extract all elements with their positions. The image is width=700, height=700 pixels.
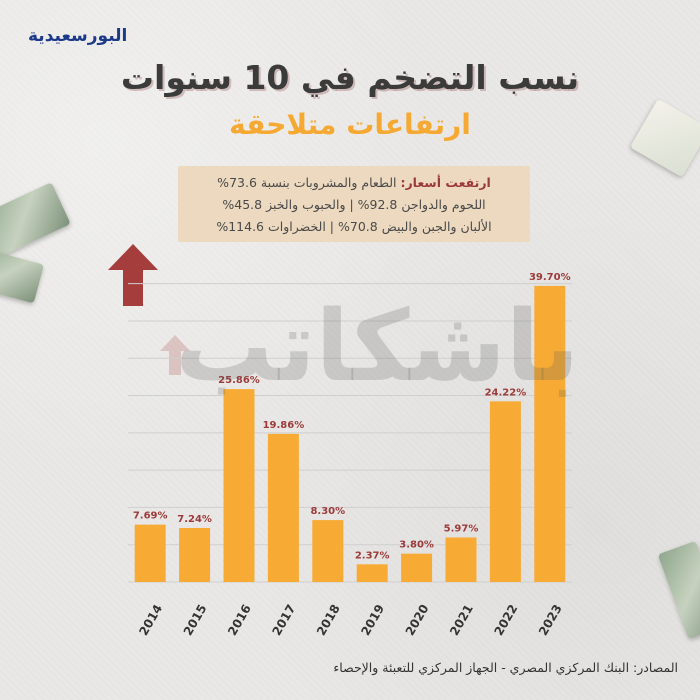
chart-data-labels: 7.69% 7.24% 25.86% 19.86% 8.30% 2.37% 3.80% 5.9…: [133, 272, 571, 561]
chart-x-tick-labels: 2014 2015 2016 2017 2018 2019 2020 2021 2022 2023: [136, 602, 564, 638]
data-label-2015: 7.24%: [177, 514, 212, 525]
x-tick-2023: 2023: [536, 602, 565, 638]
watermark-text: باشكاتب: [175, 290, 580, 404]
info-line-1-label: ارتفعت أسعار:: [400, 175, 491, 190]
bar-2021: [445, 537, 477, 582]
bar-2015: [179, 527, 211, 582]
info-line-3: الألبان والجبن والبيض 70.8% | الخضراوات …: [216, 219, 492, 234]
bar-2019: [356, 564, 388, 582]
data-label-2018: 8.30%: [310, 506, 345, 517]
info-line-1: ارتفعت أسعار: الطعام والمشروبات بنسبة 73…: [178, 172, 530, 194]
page-title: نسب التضخم في 10 سنوات: [120, 58, 580, 97]
x-tick-2015: 2015: [181, 602, 210, 638]
source-note: المصادر: البنك المركزي المصري - الجهاز ا…: [333, 660, 678, 675]
bar-2018: [312, 520, 344, 582]
x-tick-2014: 2014: [136, 602, 165, 638]
info-line-1-text: الطعام والمشروبات بنسبة 73.6%: [217, 175, 401, 190]
bar-2023: [534, 285, 566, 582]
x-tick-2021: 2021: [447, 602, 476, 638]
data-label-2019: 2.37%: [355, 550, 390, 561]
chart-bars: [134, 285, 566, 582]
data-label-2023: 39.70%: [529, 272, 571, 283]
x-tick-2019: 2019: [358, 602, 387, 638]
x-tick-2017: 2017: [270, 602, 299, 638]
data-label-2016: 25.86%: [218, 375, 260, 386]
bar-2016: [223, 389, 255, 582]
up-arrow-faded-icon: [160, 335, 190, 375]
data-label-2021: 5.97%: [444, 523, 479, 534]
x-tick-2018: 2018: [314, 602, 343, 638]
info-line-2: اللحوم والدواجن 92.8% | والحبوب والخبز 4…: [222, 197, 486, 212]
x-tick-2020: 2020: [403, 602, 432, 638]
brand-logo: البورسعيدية: [28, 26, 128, 46]
bar-2022: [489, 401, 521, 582]
bar-2020: [401, 553, 433, 582]
info-box: ارتفعت أسعار: الطعام والمشروبات بنسبة 73…: [178, 166, 530, 242]
bar-2014: [134, 524, 166, 582]
page-subtitle: ارتفاعات متلاحقة: [229, 108, 471, 141]
data-label-2017: 19.86%: [263, 420, 305, 431]
x-tick-2022: 2022: [492, 602, 521, 638]
data-label-2020: 3.80%: [399, 540, 434, 551]
bar-2017: [267, 433, 299, 582]
x-tick-2016: 2016: [225, 602, 254, 638]
data-label-2014: 7.69%: [133, 511, 168, 522]
data-label-2022: 24.22%: [485, 387, 527, 398]
up-arrow-icon: [108, 244, 158, 306]
